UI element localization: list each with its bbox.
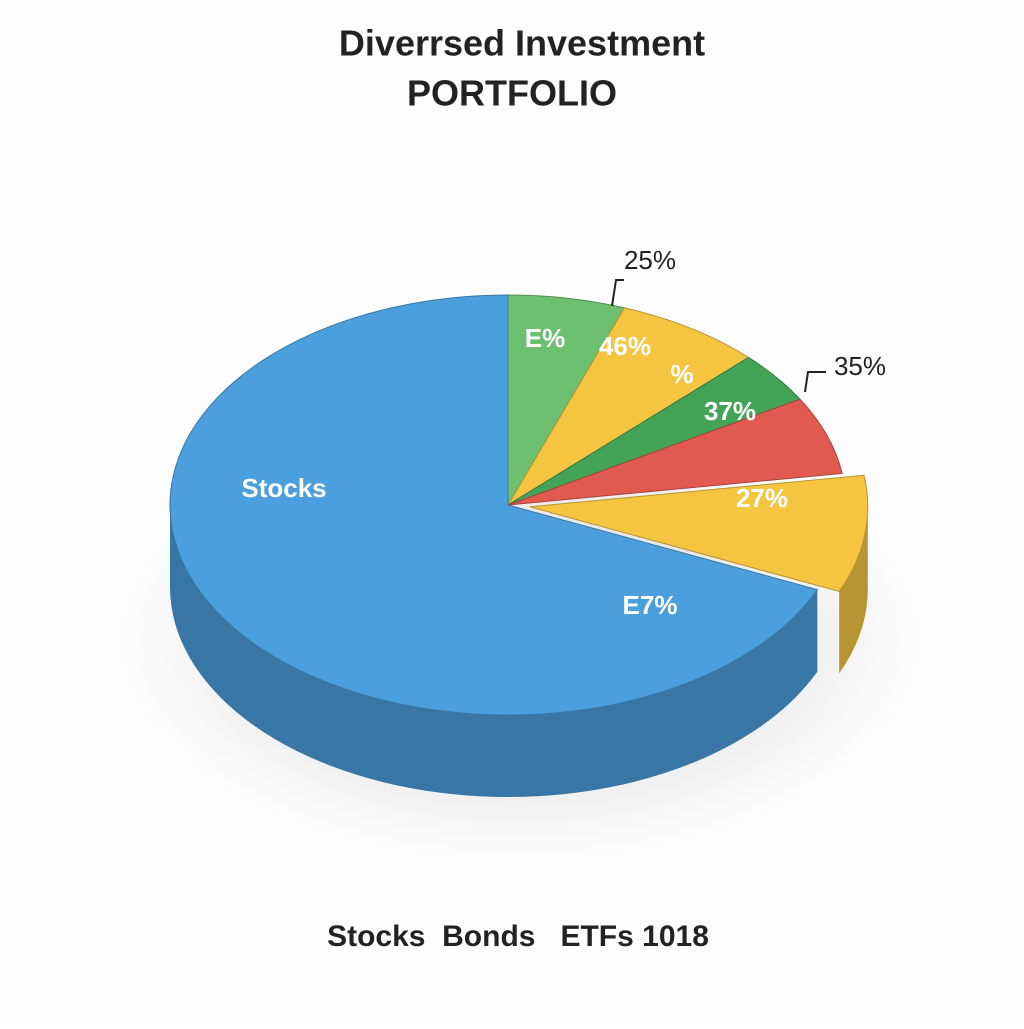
leader-line: [611, 279, 624, 307]
callout-label: 25%: [624, 245, 676, 275]
slice-label: 27%: [736, 483, 788, 513]
chart-title: Diverrsed Investment: [339, 23, 705, 64]
slice-side: [839, 506, 868, 674]
slice-label: 46%: [599, 331, 651, 361]
slice-label: E7%: [623, 590, 678, 620]
slice-labels: Stocks E% 46%% 37% 27% E7% 25% 35%: [241, 245, 886, 620]
pie-slice: [169, 294, 819, 716]
slice-label: E%: [525, 323, 565, 353]
slice-side: [170, 505, 818, 798]
slice-label: 37%: [704, 396, 756, 426]
leader-line: [804, 371, 826, 393]
callout-label: 35%: [834, 351, 886, 381]
pie-slice: [507, 307, 750, 506]
footer: Stocks Bonds ETFs 1018: [327, 920, 709, 953]
pie-sides: [170, 505, 868, 798]
category-label: Stocks: [241, 473, 326, 503]
pie-slice: [529, 474, 869, 592]
pie-slice: [507, 398, 843, 506]
chart-subtitle: PORTFOLIO: [407, 73, 617, 114]
slice-label: %: [670, 359, 693, 389]
pie-tops: [169, 294, 869, 716]
